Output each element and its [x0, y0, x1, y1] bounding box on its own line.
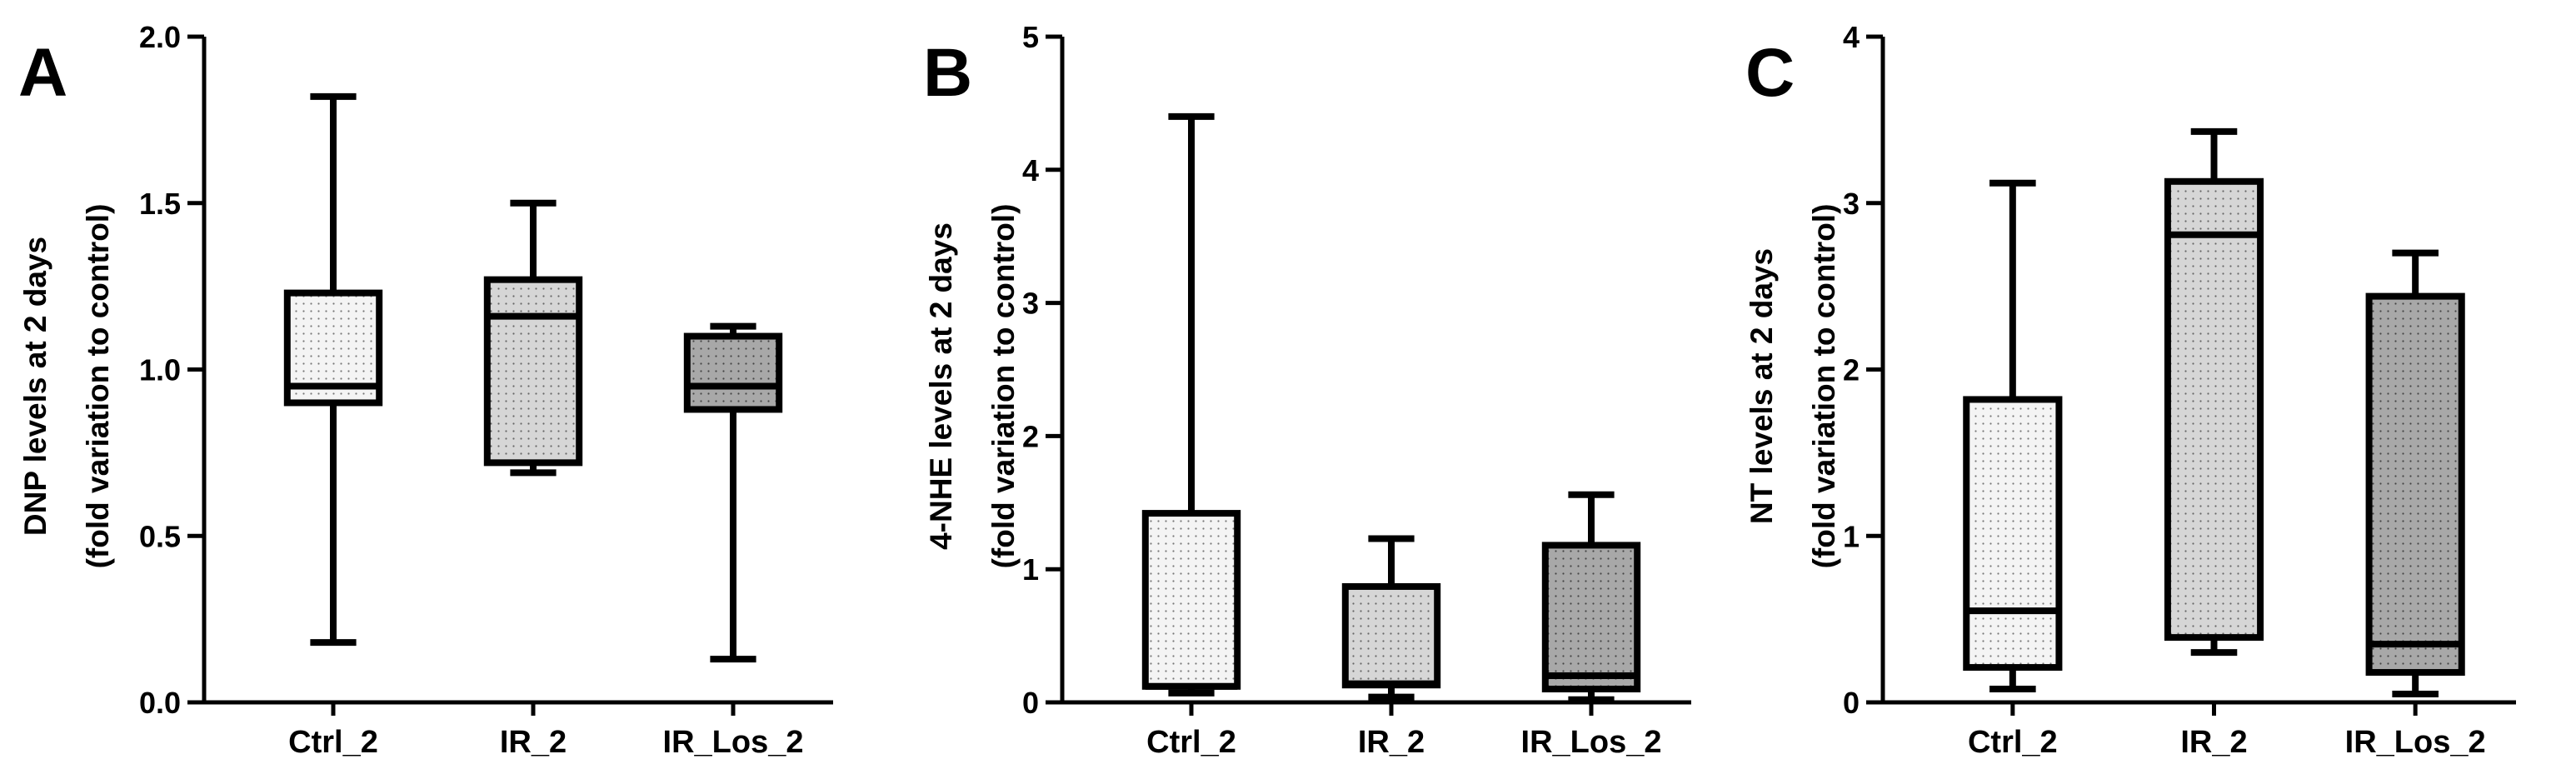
iqr-box	[1141, 510, 1241, 690]
y-tick-label: 0.0	[139, 686, 181, 720]
box-ir-2: IR_2	[483, 199, 583, 760]
iqr-box	[1541, 542, 1641, 693]
x-tick-label: Ctrl_2	[288, 725, 378, 760]
x-tick-label: IR_Los_2	[1521, 725, 1662, 760]
y-tick-label: 0	[1843, 686, 1860, 720]
panel-letter: A	[18, 35, 67, 111]
y-axis-label: 4-NHE levels at 2 days	[924, 222, 958, 550]
y-axis-label: (fold variation to control)	[986, 204, 1021, 569]
y-tick-label: 4	[1022, 153, 1039, 187]
y-tick-label: 2.0	[139, 20, 181, 54]
box-ir-los-2: IR_Los_2	[1521, 491, 1662, 760]
iqr-box	[2365, 292, 2465, 677]
y-tick-label: 0	[1022, 686, 1039, 720]
iqr-box	[1341, 582, 1441, 689]
panel-letter: B	[923, 35, 972, 111]
iqr-box	[683, 332, 783, 413]
x-tick-label: IR_2	[1358, 725, 1425, 760]
y-axis-label: (fold variation to control)	[1807, 204, 1841, 569]
panel-letter: C	[1745, 35, 1795, 111]
box-ir-2: IR_2	[2164, 127, 2264, 760]
box-ctrl-2: Ctrl_2	[283, 92, 383, 760]
x-tick-label: Ctrl_2	[1968, 725, 2058, 760]
x-tick-label: IR_2	[500, 725, 567, 760]
y-axis-label: DNP levels at 2 days	[18, 237, 52, 536]
y-tick-label: 1.5	[139, 187, 181, 221]
iqr-box	[483, 276, 583, 467]
box-ir-los-2: IR_Los_2	[2345, 249, 2486, 760]
y-tick-label: 2	[1022, 419, 1039, 453]
y-tick-label: 1	[1843, 519, 1860, 553]
x-tick-label: IR_Los_2	[2345, 725, 2486, 760]
x-tick-label: Ctrl_2	[1146, 725, 1236, 760]
box-ctrl-2: Ctrl_2	[1963, 179, 2063, 760]
panel-c: C 0 1 2 3 4 NT levels at 2 days (fold variation…	[1745, 20, 2516, 760]
iqr-box	[2164, 177, 2264, 642]
y-tick-label: 4	[1843, 20, 1860, 54]
x-tick-label: IR_Los_2	[663, 725, 804, 760]
y-axis-label: NT levels at 2 days	[1745, 248, 1779, 524]
y-tick-label: 5	[1022, 20, 1039, 54]
y-tick-label: 1	[1022, 552, 1039, 587]
y-tick-label: 3	[1843, 187, 1860, 221]
iqr-box	[1963, 396, 2063, 672]
y-tick-label: 1.0	[139, 353, 181, 387]
y-axis-label: (fold variation to control)	[81, 204, 115, 569]
box-ir-2: IR_2	[1341, 535, 1441, 760]
panel-b: B 0 1 2 3 4 5 4-NHE levels at 2 days (fold varia…	[923, 20, 1691, 760]
box-ir-los-2: IR_Los_2	[663, 322, 804, 760]
panel-a: A 0.0 0.5 1.0 1.5 2.0 DNP levels at 2 days (fol…	[18, 20, 833, 760]
y-tick-label: 2	[1843, 353, 1860, 387]
x-tick-label: IR_2	[2180, 725, 2247, 760]
box-ctrl-2: Ctrl_2	[1141, 112, 1241, 760]
y-tick-label: 3	[1022, 287, 1039, 321]
y-tick-label: 0.5	[139, 519, 181, 553]
